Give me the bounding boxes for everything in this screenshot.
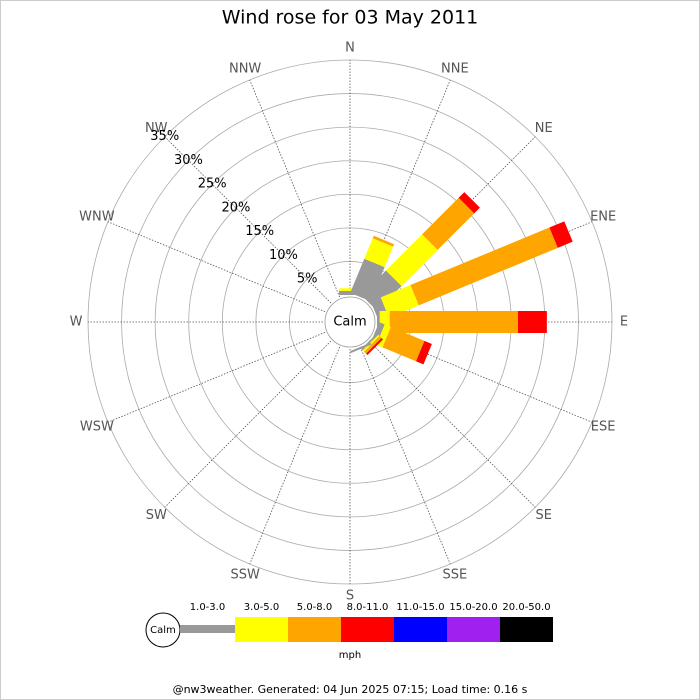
r-tick-label: 35% xyxy=(150,129,179,144)
bar-segment xyxy=(339,290,361,295)
legend-swatch xyxy=(235,617,288,642)
legend-unit: mph xyxy=(339,650,361,661)
legend-label: 3.0-5.0 xyxy=(244,602,279,613)
spoke xyxy=(368,340,536,508)
r-tick-label: 10% xyxy=(269,248,298,263)
direction-label: ESE xyxy=(591,419,616,434)
bar-segment xyxy=(389,311,518,333)
spoke xyxy=(164,136,332,304)
direction-label: W xyxy=(70,315,83,330)
bar-segment xyxy=(372,235,395,247)
bar-segment xyxy=(366,338,384,356)
r-tick-label: 25% xyxy=(198,177,227,192)
legend-label: 8.0-11.0 xyxy=(347,602,389,613)
bar-segment xyxy=(364,336,382,354)
direction-label: ENE xyxy=(590,210,616,225)
footer: @nw3weather. Generated: 04 Jun 2025 07:1… xyxy=(173,683,528,696)
chart-title: Wind rose for 03 May 2011 xyxy=(222,7,479,29)
bar-segment xyxy=(364,238,394,268)
bar-segment xyxy=(549,221,573,248)
bar-segment xyxy=(518,311,547,333)
bar-segment xyxy=(422,197,475,250)
spoke xyxy=(107,221,326,313)
legend-label: 20.0-50.0 xyxy=(502,602,550,613)
direction-label: SE xyxy=(536,508,552,523)
spoke xyxy=(359,346,451,565)
legend-label: 1.0-3.0 xyxy=(190,602,225,613)
direction-label: S xyxy=(346,589,354,604)
bar-segment xyxy=(410,227,558,306)
legend-swatch xyxy=(288,617,341,642)
calm-label: Calm xyxy=(333,315,366,330)
bar-segment xyxy=(416,340,432,365)
bar-segment xyxy=(382,327,425,362)
direction-label: NE xyxy=(535,121,553,136)
bar-segment xyxy=(350,258,385,302)
direction-label: SSE xyxy=(442,568,467,583)
r-tick-label: 30% xyxy=(174,153,203,168)
legend-swatch xyxy=(180,625,235,633)
r-tick-label: 15% xyxy=(245,224,274,239)
calm-circle xyxy=(324,296,376,348)
direction-label: SSW xyxy=(230,568,260,583)
spoke xyxy=(249,346,341,565)
bar-segment xyxy=(458,192,480,214)
legend-swatch xyxy=(500,617,553,642)
bar-segment xyxy=(362,334,380,352)
spoke xyxy=(107,331,326,423)
legend-label: 5.0-8.0 xyxy=(297,602,332,613)
direction-label: NNE xyxy=(441,61,469,76)
bar-segment xyxy=(339,288,361,291)
legend-swatch xyxy=(447,617,500,642)
legend-swatch xyxy=(394,617,447,642)
spoke xyxy=(164,340,332,508)
legend-calm-label: Calm xyxy=(150,625,176,636)
direction-label: NNW xyxy=(229,61,261,76)
r-tick-label: 20% xyxy=(222,200,251,215)
spoke xyxy=(249,79,341,298)
direction-label: E xyxy=(620,315,628,330)
r-tick-label: 5% xyxy=(297,272,318,287)
bar-segment xyxy=(350,342,372,354)
direction-label: WNW xyxy=(79,210,115,225)
legend-swatch xyxy=(341,617,394,642)
direction-label: SW xyxy=(146,508,167,523)
direction-label: WSW xyxy=(80,419,114,434)
bar-segment xyxy=(380,285,419,318)
direction-label: NW xyxy=(145,121,168,136)
direction-label: N xyxy=(345,41,355,56)
legend-label: 15.0-20.0 xyxy=(449,602,497,613)
bar-segment xyxy=(361,270,402,311)
bar-segment xyxy=(386,234,438,286)
legend-label: 11.0-15.0 xyxy=(396,602,444,613)
